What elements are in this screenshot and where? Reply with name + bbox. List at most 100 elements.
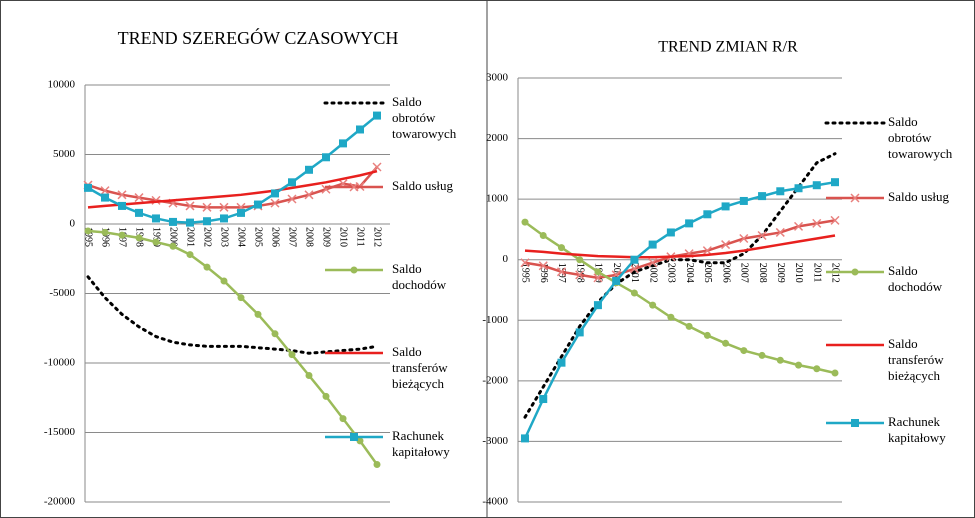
data-point [169,217,177,226]
x-tick-label: 1995 [83,227,94,247]
data-point [373,111,381,120]
legend-marker [350,433,358,441]
data-point [288,351,296,359]
series-line [523,180,836,439]
data-point [629,264,639,274]
legend-label: Saldo obrotów towarowych [888,114,953,161]
data-point [666,228,675,237]
x-tick-label: 1999 [151,227,162,247]
x-tick-label: 2010 [793,263,804,283]
data-point [594,268,602,276]
y-tick-label: 0 [70,218,76,230]
data-point [339,139,347,148]
data-point [557,244,565,252]
data-point [831,369,839,377]
x-tick-label: 2004 [236,227,247,247]
legend-label: Rachunek kapitałowy [392,428,450,459]
data-point [776,187,785,196]
data-point [757,230,767,241]
y-tick-label: 3000 [486,72,509,84]
data-point [305,372,313,380]
data-point [830,215,840,225]
x-tick-label: 2011 [811,263,822,283]
data-point-stroke [219,202,229,212]
x-tick-label: 2002 [202,227,213,247]
data-point [776,356,784,364]
legend-label: Saldo usług [392,178,454,193]
data-point-stroke [775,227,785,237]
legend-marker [851,268,859,276]
data-point [739,196,748,205]
x-tick-label: 2008 [304,227,315,247]
y-tick-label: -4000 [482,496,508,508]
data-point [648,258,658,268]
x-tick-label: 2000 [611,263,622,283]
data-point [203,263,211,271]
data-point [305,165,313,174]
y-tick-label: -2000 [482,374,508,386]
data-point [271,189,279,198]
data-point [356,125,364,134]
data-point-stroke [702,246,712,256]
data-point [356,437,364,445]
x-tick-label: 2010 [338,227,349,247]
data-point [520,258,530,268]
data-point-stroke [739,233,749,244]
data-point [304,190,314,200]
x-tick-label: 2012 [372,227,383,247]
data-point [237,294,245,302]
legend-label: Saldo transferów bieżących [392,344,448,391]
data-point [630,289,638,297]
x-tick-label: 1998 [574,263,585,283]
x-tick-label: 2006 [270,227,281,247]
x-tick-label: 2011 [355,227,366,247]
x-tick-label: 2009 [321,227,332,247]
legend-marker [350,266,358,274]
data-point [373,460,381,468]
data-point [648,240,657,249]
data-point [575,328,584,337]
data-point [254,310,262,318]
y-tick-label: -10000 [44,357,76,369]
data-point [84,227,92,235]
y-tick-label: -3000 [482,435,508,447]
x-tick-label: 2003 [666,263,677,283]
data-point [521,434,529,443]
data-point [270,198,280,208]
data-point [539,231,547,239]
data-point [84,183,92,192]
data-point-stroke [117,190,127,200]
x-tick-label: 2004 [684,263,695,283]
data-point-stroke [538,261,548,271]
data-point [831,178,839,187]
y-tick-label: 0 [503,253,509,265]
x-tick-label: 1996 [100,227,111,247]
data-point [538,261,548,271]
data-point [185,201,195,211]
data-point-stroke [629,264,639,274]
data-point-stroke [648,258,658,268]
data-point [575,270,585,280]
series-line [87,166,378,209]
data-point-stroke [830,215,840,225]
series-line [87,169,378,209]
data-point [101,193,109,202]
data-point [721,202,730,211]
data-point [117,190,127,200]
y-tick-label: 1000 [486,193,509,205]
data-point-stroke [520,258,530,268]
data-point [152,214,160,223]
data-point [557,358,566,367]
data-point-stroke [721,240,731,250]
data-point [812,218,822,228]
data-point [702,246,712,256]
data-point [220,277,228,285]
data-point [812,181,821,190]
data-point [593,301,602,310]
data-point [118,201,126,210]
y-tick-label: 10000 [48,79,76,91]
data-point [287,194,297,204]
series-line [523,152,837,419]
data-point [134,193,144,203]
